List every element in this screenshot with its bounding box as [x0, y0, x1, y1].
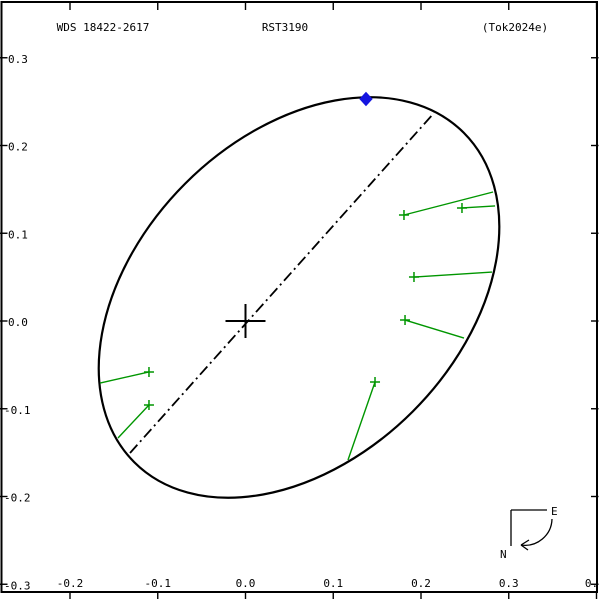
x-tick-label: 0.: [585, 577, 598, 590]
observation-plus-marker: [143, 399, 154, 410]
observation-residual-line: [404, 319, 465, 339]
observation-plus-marker: [456, 202, 467, 213]
x-tick-label: -0.1: [145, 577, 172, 590]
observation-plus-marker: [398, 209, 409, 220]
compass-east-label: E: [551, 505, 558, 518]
observation-residual-line: [347, 381, 376, 461]
observation-residual-line: [99, 371, 150, 384]
y-tick-label: -0.1: [4, 404, 31, 417]
companion-position-marker: [359, 91, 373, 107]
title-reference: (Tok2024e): [482, 21, 548, 34]
primary-star-cross: [225, 304, 266, 338]
observation-plus-marker: [408, 272, 419, 283]
line-of-nodes: [129, 112, 435, 454]
axis-tick-labels: -0.2 -0.1 0.0 0.1 0.2 0.3 0. 0.3 0.2 0.1 0.0 -0.1 -0…: [4, 53, 598, 593]
observation-residual-line: [461, 205, 496, 209]
observation-plus-marker: [370, 376, 381, 387]
compass: E N: [500, 505, 558, 561]
observation-plus-marker: [400, 315, 411, 326]
x-tick-label: 0.2: [411, 577, 431, 590]
orbit-layer: [97, 91, 501, 499]
x-tick-label: 0.3: [499, 577, 519, 590]
orbit-ellipse: [97, 96, 501, 499]
compass-arrowhead-icon: [520, 539, 530, 551]
y-tick-label: -0.2: [4, 492, 31, 505]
x-tick-label: 0.1: [323, 577, 343, 590]
y-tick-label: 0.2: [8, 141, 28, 154]
y-tick-label: 0.1: [8, 228, 28, 241]
y-tick-label: -0.3: [4, 579, 31, 592]
x-tick-label: -0.2: [57, 577, 84, 590]
title-designation: RST3190: [262, 21, 308, 34]
y-tick-label: 0.3: [8, 53, 28, 66]
observation-plus-marker: [143, 366, 154, 377]
compass-motion-arc: [520, 518, 553, 546]
observation-residual-line: [117, 404, 150, 439]
observation-residual-line: [403, 191, 494, 216]
title-wds: WDS 18422-2617: [57, 21, 150, 34]
compass-north-label: N: [500, 548, 507, 561]
x-tick-label: 0.0: [236, 577, 256, 590]
observation-residual-line: [413, 271, 493, 278]
y-tick-label: 0.0: [8, 316, 28, 329]
